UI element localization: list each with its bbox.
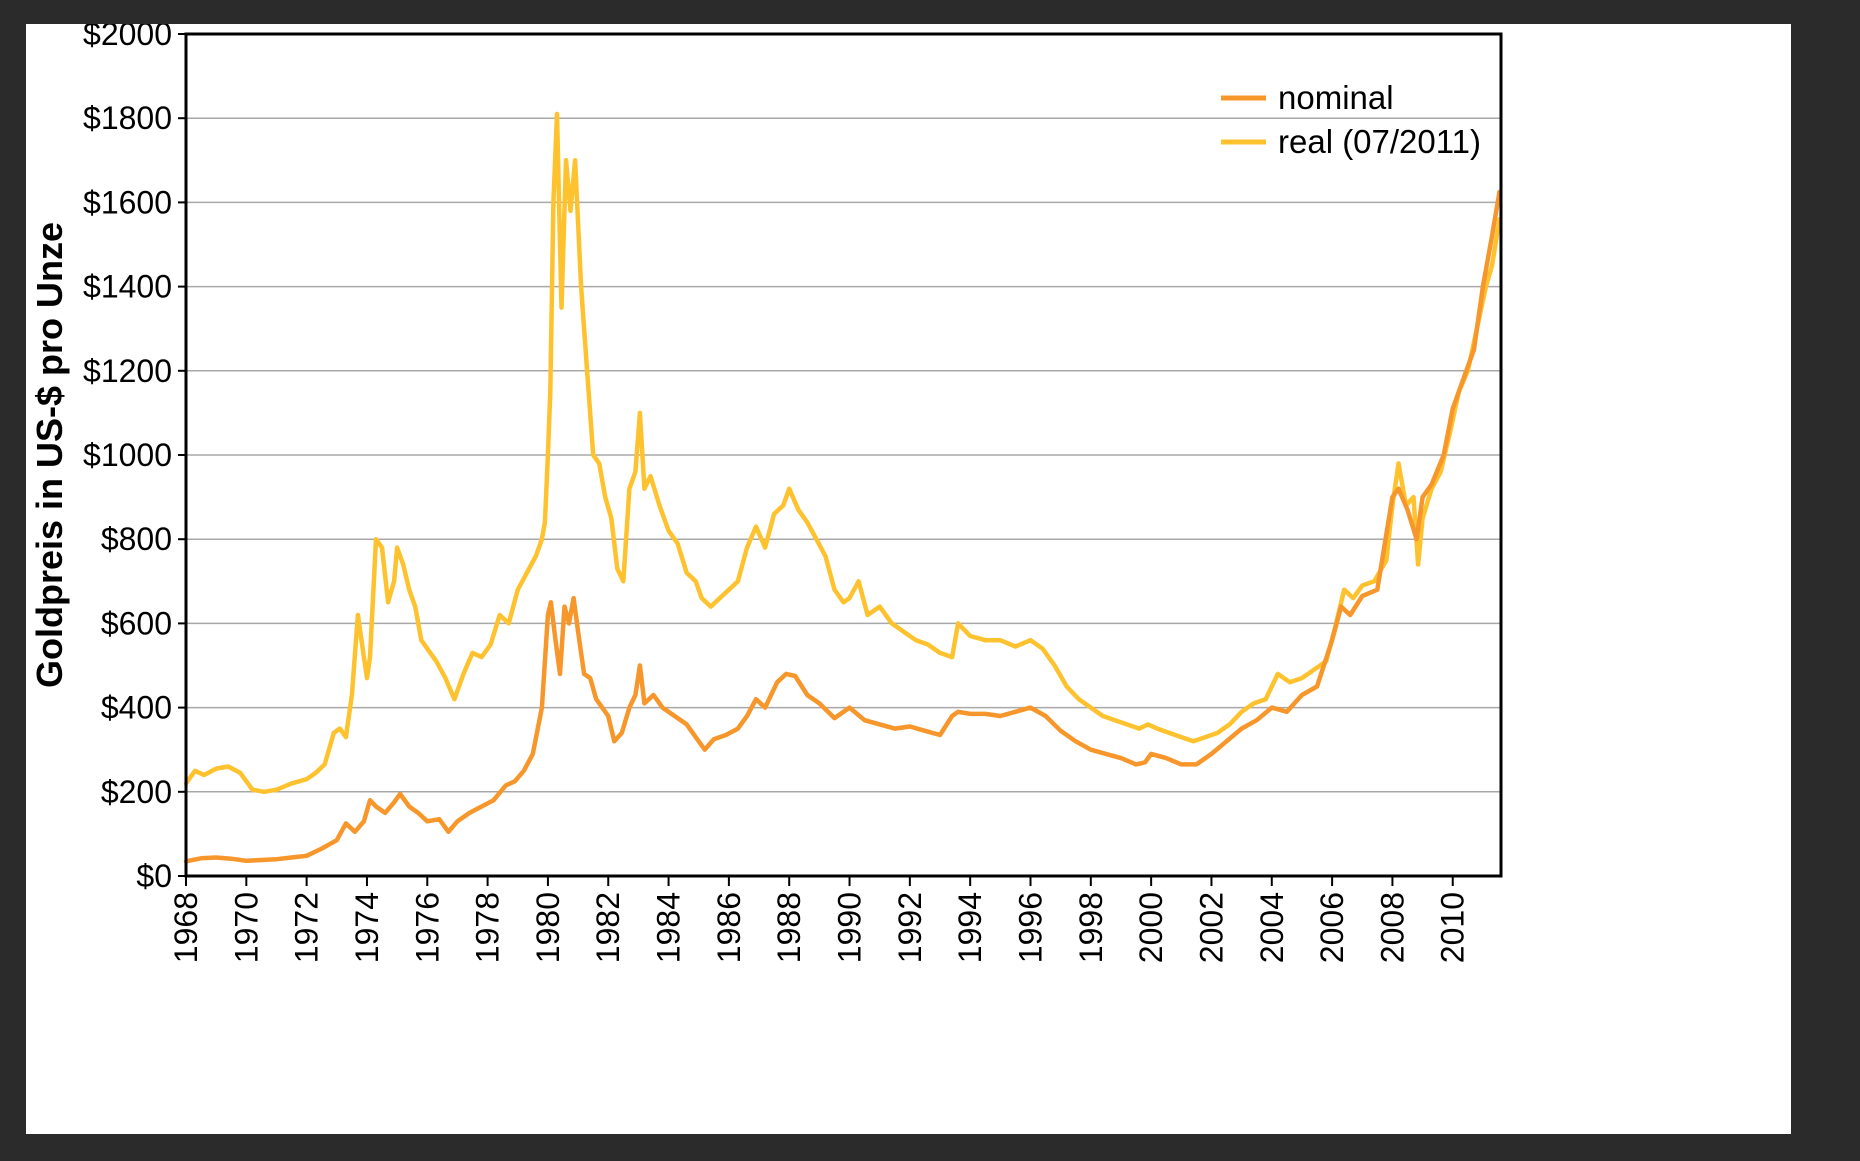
x-tick-label: 2008 xyxy=(1374,892,1410,963)
x-tick-label: 1982 xyxy=(590,892,626,963)
y-tick-label: $2000 xyxy=(83,24,172,52)
x-tick-label: 1974 xyxy=(349,892,385,963)
series-lines xyxy=(183,111,1502,864)
series-line-real xyxy=(183,111,1502,795)
x-tick-label: 1994 xyxy=(952,892,988,963)
x-axis: 1968 1970 1972 1974 1976 1978 1980 1982 1984 1986… xyxy=(168,876,1471,963)
gold-price-chart: $0 $200 $400 $600 $800 $1000 $1200 $1400 $1600 $1… xyxy=(29,24,1503,963)
y-axis-title: Goldpreis in US-$ pro Unze xyxy=(29,222,70,688)
x-tick-label: 1988 xyxy=(771,892,807,963)
x-tick-label: 1986 xyxy=(711,892,747,963)
x-tick-label: 2000 xyxy=(1133,892,1169,963)
x-tick-label: 1992 xyxy=(892,892,928,963)
y-tick-label: $1400 xyxy=(83,269,172,305)
y-tick-label: $1200 xyxy=(83,353,172,389)
y-axis: $0 $200 $400 $600 $800 $1000 $1200 $1400 $1600 $1… xyxy=(83,24,186,894)
chart-figure: $0 $200 $400 $600 $800 $1000 $1200 $1400 $1600 $1… xyxy=(26,24,1791,1134)
y-tick-label: $800 xyxy=(101,521,172,557)
x-tick-label: 1996 xyxy=(1012,892,1048,963)
legend: nominal real (07/2011) xyxy=(1221,79,1481,160)
x-tick-label: 1976 xyxy=(409,892,445,963)
x-tick-label: 2004 xyxy=(1254,892,1290,963)
x-tick-label: 1998 xyxy=(1073,892,1109,963)
x-tick-label: 1990 xyxy=(832,892,868,963)
x-tick-label: 1972 xyxy=(289,892,325,963)
legend-label-nominal: nominal xyxy=(1278,79,1394,116)
gridlines xyxy=(186,117,1501,793)
x-tick-label: 1984 xyxy=(651,892,687,963)
x-tick-label: 1980 xyxy=(530,892,566,963)
x-tick-label: 2010 xyxy=(1435,892,1471,963)
x-tick-label: 1978 xyxy=(470,892,506,963)
y-tick-label: $600 xyxy=(101,605,172,641)
x-tick-label: 2006 xyxy=(1314,892,1350,963)
y-tick-label: $200 xyxy=(101,774,172,810)
y-tick-label: $1600 xyxy=(83,184,172,220)
x-tick-label: 2002 xyxy=(1193,892,1229,963)
x-tick-label: 1970 xyxy=(228,892,264,963)
x-tick-label: 1968 xyxy=(168,892,204,963)
y-tick-label: $400 xyxy=(101,690,172,726)
y-tick-label: $1800 xyxy=(83,100,172,136)
legend-label-real: real (07/2011) xyxy=(1278,123,1481,160)
y-tick-label: $0 xyxy=(136,858,172,894)
series-line-nominal xyxy=(183,189,1502,864)
y-tick-label: $1000 xyxy=(83,437,172,473)
